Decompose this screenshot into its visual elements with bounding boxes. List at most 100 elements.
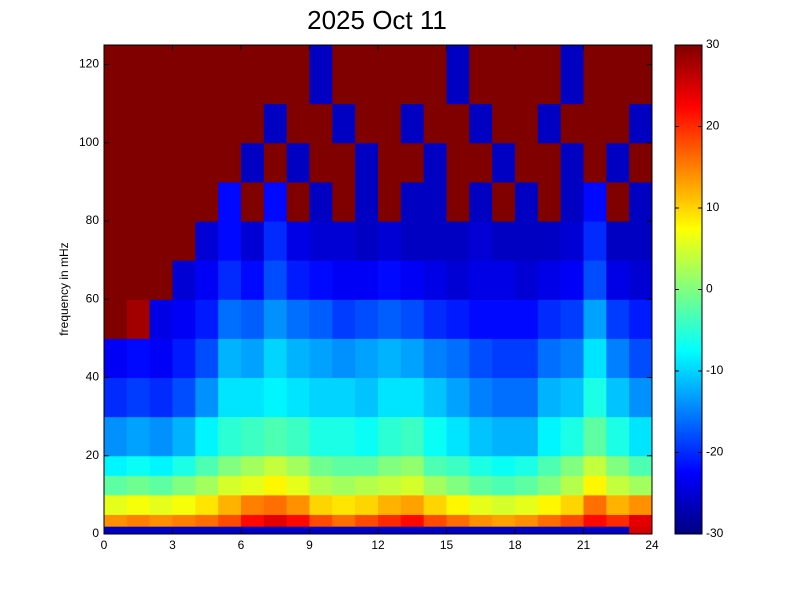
heatmap-cell [400, 45, 425, 105]
y-tick-label: 20 [86, 448, 100, 462]
heatmap-cell [469, 514, 493, 527]
heatmap-cell [583, 103, 607, 144]
y-tick-label: 40 [86, 370, 100, 384]
heatmap-cell [515, 475, 539, 496]
heatmap-cell [309, 142, 333, 183]
heatmap-cell [104, 514, 128, 527]
heatmap-cell [446, 299, 470, 339]
heatmap-cell [241, 260, 265, 300]
heatmap-cell [126, 103, 151, 144]
heatmap-cell [172, 260, 196, 300]
heatmap-cell [560, 221, 584, 261]
heatmap-cell [241, 526, 265, 535]
heatmap-cell [104, 526, 128, 535]
heatmap-cell [446, 494, 470, 515]
heatmap-cell [400, 142, 425, 183]
heatmap-cell [583, 455, 607, 476]
heatmap-cell [172, 181, 196, 222]
heatmap-cell [286, 142, 310, 183]
heatmap-cell [515, 260, 539, 300]
heatmap-cell [241, 221, 265, 261]
heatmap-cell [492, 514, 516, 527]
heatmap-cell [241, 338, 265, 379]
heatmap-cell [400, 260, 425, 300]
heatmap-cell [400, 221, 425, 261]
heatmap-cell [309, 475, 333, 496]
x-tick-label: 9 [306, 538, 313, 552]
heatmap-cell [446, 455, 470, 476]
heatmap-cell [537, 221, 562, 261]
heatmap-cell [629, 514, 653, 527]
heatmap-cell [218, 181, 242, 222]
heatmap-cell [492, 103, 516, 144]
heatmap-cell [149, 299, 173, 339]
heatmap-cell [629, 142, 653, 183]
heatmap-cell [423, 45, 447, 105]
heatmap-cell [172, 526, 196, 535]
heatmap-cell [537, 45, 562, 105]
heatmap-cell [263, 455, 288, 476]
heatmap-cell [583, 260, 607, 300]
heatmap-cell [332, 526, 356, 535]
heatmap-cell [355, 338, 379, 379]
heatmap-cell [332, 514, 356, 527]
heatmap-cell [423, 377, 447, 418]
heatmap-cell [629, 103, 653, 144]
heatmap-cell [492, 45, 516, 105]
heatmap-cell [446, 475, 470, 496]
heatmap-cell [378, 103, 402, 144]
heatmap-cell [629, 494, 653, 515]
heatmap-cell [606, 514, 630, 527]
heatmap-cell [195, 181, 219, 222]
heatmap-cell [309, 45, 333, 105]
heatmap-cell [286, 455, 310, 476]
heatmap-cell [172, 416, 196, 457]
heatmap-cell [286, 260, 310, 300]
heatmap-cell [629, 526, 653, 535]
heatmap-cell [423, 514, 447, 527]
heatmap-cell [149, 103, 173, 144]
heatmap-cell [446, 181, 470, 222]
heatmap-cell [629, 260, 653, 300]
heatmap-cell [423, 526, 447, 535]
heatmap-cell [332, 260, 356, 300]
heatmap-cell [629, 45, 653, 105]
heatmap-cell [195, 142, 219, 183]
heatmap-cell [218, 299, 242, 339]
heatmap-cell [195, 260, 219, 300]
heatmap-cell [149, 338, 173, 379]
heatmap-cell [423, 475, 447, 496]
heatmap-cell [515, 142, 539, 183]
heatmap-cell [218, 377, 242, 418]
heatmap-cell [263, 221, 288, 261]
heatmap-cell [149, 181, 173, 222]
heatmap-cell [378, 181, 402, 222]
heatmap-cell [423, 455, 447, 476]
heatmap-cell [309, 103, 333, 144]
colorbar-tick-label: 30 [706, 37, 720, 51]
heatmap-cell [606, 526, 630, 535]
heatmap-cell [492, 299, 516, 339]
heatmap-cell [332, 103, 356, 144]
heatmap-cell [606, 103, 630, 144]
heatmap-cell [400, 103, 425, 144]
heatmap-cell [126, 142, 151, 183]
heatmap-cell [218, 338, 242, 379]
heatmap-cell [172, 142, 196, 183]
x-tick-label: 12 [371, 538, 385, 552]
heatmap-cell [469, 45, 493, 105]
heatmap-cell [378, 142, 402, 183]
heatmap-cell [469, 416, 493, 457]
heatmap-cell [241, 416, 265, 457]
heatmap-cell [537, 475, 562, 496]
heatmap-cell [515, 45, 539, 105]
heatmap-cell [560, 416, 584, 457]
heatmap-cell [423, 181, 447, 222]
heatmap-cell [515, 103, 539, 144]
heatmap-cell [446, 377, 470, 418]
y-tick-label: 60 [86, 291, 100, 305]
heatmap-cell [104, 181, 128, 222]
y-tick-label: 0 [92, 526, 99, 540]
heatmap-cell [241, 475, 265, 496]
heatmap-cell [537, 181, 562, 222]
